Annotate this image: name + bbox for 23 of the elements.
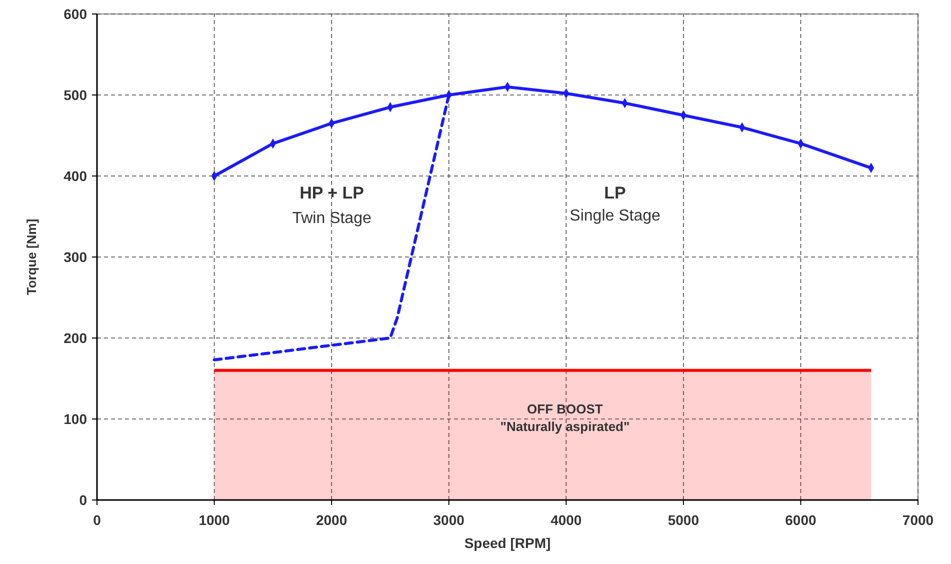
y-tick-label: 300 [64, 249, 88, 265]
y-axis-title: Torque [Nm] [24, 218, 39, 296]
annotation: OFF BOOST [527, 401, 603, 416]
y-tick-label: 0 [79, 492, 88, 508]
annotation: HP + LP [300, 184, 364, 203]
y-tick-label: 100 [64, 411, 88, 427]
x-tick-label: 5000 [668, 512, 700, 528]
x-axis-title: Speed [RPM] [464, 535, 551, 551]
annotation: "Naturally aspirated" [500, 418, 630, 434]
x-tick-label: 0 [93, 512, 102, 528]
y-tick-label: 600 [64, 6, 88, 22]
x-tick-label: 2000 [316, 512, 348, 528]
x-tick-label: 4000 [550, 512, 582, 528]
annotation: Single Stage [570, 208, 661, 225]
y-tick-label: 200 [64, 330, 88, 346]
x-tick-label: 1000 [198, 512, 230, 528]
x-tick-label: 6000 [785, 512, 816, 528]
x-tick-label: 3000 [433, 512, 465, 528]
x-tick-label: 7000 [902, 512, 934, 528]
y-tick-label: 500 [64, 87, 88, 103]
annotation: Twin Stage [292, 210, 372, 227]
y-tick-label: 400 [64, 168, 88, 184]
annotation: LP [604, 184, 626, 203]
